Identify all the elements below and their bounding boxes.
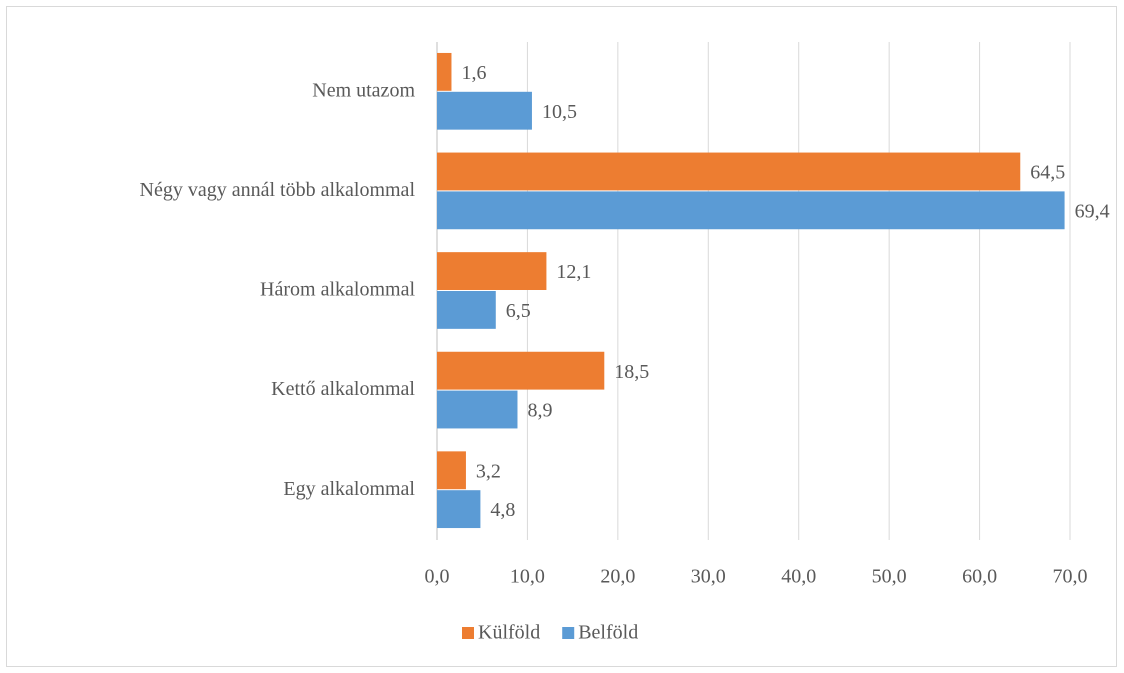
bar: [437, 451, 466, 490]
bar: [437, 291, 496, 329]
legend-label: Belföld: [578, 622, 638, 644]
value-label: 3,2: [476, 460, 501, 482]
legend-label: Külföld: [478, 622, 540, 644]
value-label: 4,8: [490, 499, 515, 521]
y-tick-label: Nem utazom: [312, 79, 415, 101]
value-label: 18,5: [614, 361, 649, 383]
x-tick-label: 40,0: [781, 566, 816, 588]
value-label: 10,5: [542, 101, 577, 123]
value-label: 12,1: [556, 261, 591, 283]
value-label: 64,5: [1030, 162, 1065, 184]
y-tick-label: Négy vagy annál több alkalommal: [140, 179, 416, 201]
bar: [437, 52, 452, 91]
y-tick-label: Egy alkalommal: [283, 478, 415, 500]
legend-swatch: [562, 627, 575, 639]
bar: [437, 390, 518, 429]
legend-swatch: [462, 627, 474, 639]
x-tick-label: 50,0: [872, 566, 907, 588]
y-tick-label: Kettő alkalommal: [271, 378, 415, 400]
chart-frame: [6, 6, 1117, 667]
y-tick-label: Három alkalommal: [260, 279, 415, 301]
value-label: 8,9: [527, 400, 552, 422]
value-label: 69,4: [1075, 200, 1110, 222]
x-tick-label: 20,0: [600, 566, 635, 588]
bar: [437, 91, 532, 130]
x-tick-label: 70,0: [1053, 566, 1088, 588]
bar: [437, 152, 1021, 191]
x-tick-label: 0,0: [425, 566, 450, 588]
bar: [437, 490, 481, 529]
bar: [437, 351, 605, 390]
x-tick-label: 10,0: [510, 566, 545, 588]
x-tick-label: 30,0: [691, 566, 726, 588]
bar: [437, 191, 1065, 230]
bar: [437, 252, 547, 290]
value-label: 1,6: [461, 62, 486, 84]
x-tick-label: 60,0: [962, 566, 997, 588]
value-label: 6,5: [506, 300, 531, 322]
